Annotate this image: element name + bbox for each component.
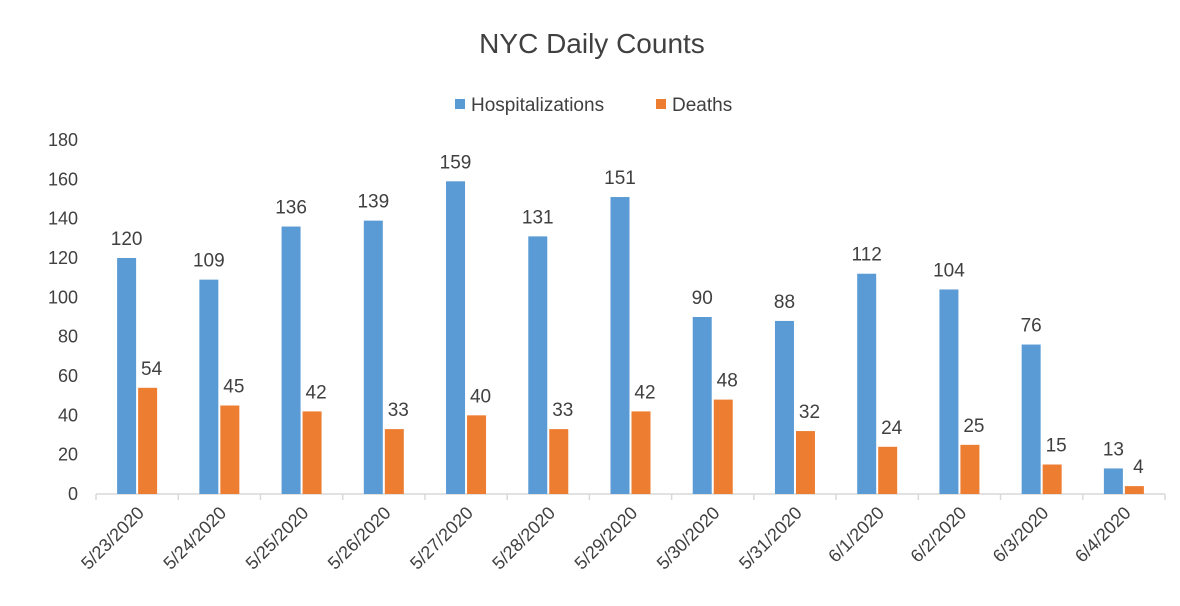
bar-hospitalizations	[199, 279, 219, 494]
data-label-hospitalizations: 109	[193, 251, 225, 272]
bar-deaths	[960, 444, 980, 494]
bars	[117, 181, 1144, 495]
legend-swatch-0	[455, 99, 465, 109]
data-label-deaths: 32	[799, 402, 820, 423]
bar-deaths	[713, 399, 733, 494]
y-tick-label: 60	[58, 366, 78, 386]
x-tick-label: 5/30/2020	[653, 503, 724, 574]
x-tick-label: 6/3/2020	[989, 503, 1053, 567]
y-axis: 0 20 40 60 80 100 120 140 160 180	[48, 130, 78, 504]
data-label-hospitalizations: 13	[1103, 439, 1124, 460]
data-label-deaths: 15	[1046, 436, 1067, 457]
data-label-deaths: 42	[306, 382, 327, 403]
data-label-hospitalizations: 120	[111, 229, 143, 250]
x-tick-label: 5/29/2020	[571, 503, 642, 574]
data-label-hospitalizations: 131	[522, 207, 554, 228]
data-label-hospitalizations: 90	[692, 288, 713, 309]
data-label-deaths: 48	[717, 371, 738, 392]
bar-deaths	[138, 387, 158, 494]
bar-deaths	[549, 429, 569, 494]
data-label-hospitalizations: 159	[440, 152, 472, 173]
y-tick-label: 180	[48, 130, 78, 150]
y-tick-label: 160	[48, 169, 78, 189]
data-label-hospitalizations: 88	[774, 292, 795, 313]
bar-deaths	[302, 411, 322, 494]
y-tick-label: 120	[48, 248, 78, 268]
x-tick-label: 5/27/2020	[406, 503, 477, 574]
x-tick-label: 5/23/2020	[77, 503, 148, 574]
x-tick-label: 5/28/2020	[488, 503, 559, 574]
x-axis: 5/23/2020 5/24/2020 5/25/2020 5/26/2020 5/27…	[77, 493, 1166, 574]
data-label-deaths: 24	[881, 418, 903, 439]
x-tick-label: 6/2/2020	[907, 503, 971, 567]
y-tick-label: 0	[68, 484, 78, 504]
x-tick-label: 6/1/2020	[824, 503, 888, 567]
x-tick-label: 5/24/2020	[159, 503, 230, 574]
data-label-hospitalizations: 151	[604, 168, 636, 189]
legend-label-0: Hospitalizations	[471, 95, 604, 116]
bar-hospitalizations	[774, 320, 794, 494]
y-tick-label: 40	[58, 405, 78, 425]
legend: Hospitalizations Deaths	[455, 95, 732, 116]
y-tick-label: 140	[48, 209, 78, 229]
data-label-hospitalizations: 76	[1021, 316, 1042, 337]
data-label-deaths: 4	[1133, 457, 1144, 478]
bar-deaths	[795, 431, 815, 494]
bar-hospitalizations	[1103, 468, 1123, 494]
bar-deaths	[220, 405, 240, 494]
x-tick-label: 6/4/2020	[1071, 503, 1135, 567]
bar-deaths	[1042, 464, 1062, 494]
data-label-hospitalizations: 112	[852, 245, 882, 266]
legend-swatch-1	[656, 99, 666, 109]
x-tick-label: 5/31/2020	[735, 503, 806, 574]
bar-hospitalizations	[363, 220, 383, 494]
data-label-deaths: 33	[552, 400, 573, 421]
bar-deaths	[1124, 486, 1144, 494]
data-label-deaths: 45	[223, 377, 244, 398]
bar-hospitalizations	[1021, 344, 1041, 494]
bar-hospitalizations	[117, 258, 137, 494]
data-label-deaths: 33	[388, 400, 409, 421]
bar-deaths	[384, 429, 404, 494]
data-label-deaths: 54	[141, 359, 163, 380]
x-tick-label: 5/26/2020	[324, 503, 395, 574]
data-label-hospitalizations: 136	[275, 198, 307, 219]
bar-deaths	[467, 415, 487, 494]
bar-deaths	[631, 411, 651, 494]
y-tick-label: 80	[58, 327, 78, 347]
y-tick-label: 20	[58, 445, 78, 465]
bar-hospitalizations	[857, 273, 877, 494]
bar-hospitalizations	[281, 226, 301, 495]
bar-hospitalizations	[692, 317, 712, 494]
data-labels: 1205410945136421393315940131331514290488…	[111, 152, 1144, 478]
data-label-hospitalizations: 139	[357, 192, 389, 213]
bar-hospitalizations	[610, 197, 630, 495]
y-tick-label: 100	[48, 287, 78, 307]
bar-hospitalizations	[446, 181, 466, 495]
data-label-deaths: 42	[634, 382, 655, 403]
data-label-deaths: 25	[963, 416, 984, 437]
x-tick-label: 5/25/2020	[242, 503, 313, 574]
data-label-deaths: 40	[470, 386, 491, 407]
data-label-hospitalizations: 104	[933, 260, 965, 281]
bar-hospitalizations	[528, 236, 548, 494]
bar-hospitalizations	[939, 289, 959, 494]
legend-label-1: Deaths	[672, 95, 732, 116]
bar-deaths	[878, 446, 898, 494]
chart-title: NYC Daily Counts	[479, 28, 705, 59]
